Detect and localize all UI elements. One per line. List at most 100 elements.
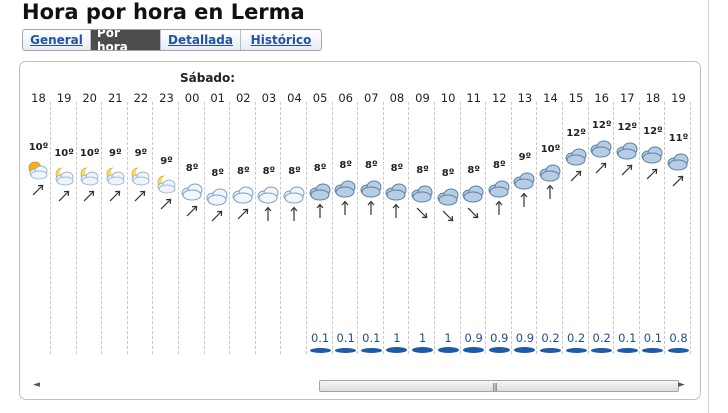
tab-general[interactable]: General (23, 30, 91, 50)
arrow-north-icon (367, 200, 375, 215)
tab-detallada[interactable]: Detallada (161, 30, 241, 50)
precipitation-value: 0.1 (643, 331, 663, 345)
arrow-northeast-icon (595, 162, 607, 174)
hour-column: 09 8º 1 (410, 62, 435, 362)
hour-label: 15 (568, 91, 584, 105)
hour-column: 13 9º 0.9 (512, 62, 538, 362)
hour-column: 16 12º 0.2 (589, 62, 615, 362)
moon-cloud-icon (157, 175, 176, 194)
scroll-right-arrow-icon[interactable]: ► (678, 380, 685, 390)
column-divider (280, 102, 282, 354)
precipitation-value: 1 (418, 331, 427, 345)
horizontal-scrollbar[interactable]: ◄ ||| ► (29, 379, 691, 393)
arrow-northeast-icon (237, 208, 249, 220)
temperature-value: 8º (339, 160, 352, 171)
hour-label: 22 (133, 91, 149, 105)
hour-column: 03 8º (256, 62, 282, 362)
cloud-icon (181, 183, 203, 201)
arrow-north-icon (316, 203, 324, 218)
arrow-northeast-icon (58, 190, 69, 202)
arrow-northeast-icon (647, 168, 658, 180)
overcast-icon (462, 185, 484, 203)
grip-icon: ||| (492, 382, 498, 391)
moon-cloud-icon (106, 167, 125, 186)
precipitation-bar (360, 348, 382, 353)
hour-label: 11 (466, 91, 481, 105)
overcast-icon (488, 180, 510, 198)
hour-column: 08 8º 1 (384, 62, 410, 362)
arrow-northeast-icon (109, 190, 121, 202)
column-divider (152, 102, 154, 354)
hour-column: 05 8º 0.1 (308, 62, 333, 362)
precipitation-value: 0.1 (336, 331, 355, 345)
precipitation-value: 0.2 (566, 331, 586, 345)
column-divider (178, 102, 179, 354)
overcast-icon (641, 146, 663, 164)
hour-label: 16 (594, 91, 609, 105)
arrow-southeast-icon (442, 210, 453, 222)
hour-column: 19 10º (52, 62, 77, 362)
hour-column: 22 9º (128, 62, 154, 362)
column-divider (101, 102, 103, 354)
scrollbar-thumb[interactable]: ||| (319, 380, 679, 392)
temperature-value: 8º (441, 168, 455, 179)
overcast-icon (539, 164, 561, 182)
temperature-value: 9º (134, 148, 148, 159)
arrow-north-icon (520, 192, 528, 207)
cloud-icon (232, 186, 254, 204)
temperature-value: 8º (236, 166, 250, 177)
column-divider (408, 102, 410, 354)
tab-historico[interactable]: Histórico (250, 33, 312, 47)
overcast-icon (616, 142, 638, 160)
hour-column: 14 10º 0.2 (538, 62, 563, 362)
hour-label: 14 (543, 91, 558, 105)
precipitation-value: 0.1 (362, 331, 381, 345)
moon-cloud-icon (131, 167, 150, 186)
hour-label: 21 (107, 91, 123, 105)
column-divider (75, 102, 77, 354)
hour-label: 12 (491, 91, 507, 105)
arrow-north-icon (546, 184, 554, 199)
temperature-value: 8º (492, 160, 506, 171)
precipitation-bar (335, 348, 357, 353)
column-divider (587, 102, 589, 354)
hour-label: 10 (440, 91, 456, 105)
precipitation-value: 1 (393, 331, 401, 345)
tab-por-hora[interactable]: Por hora (91, 30, 161, 50)
temperature-value: 8º (288, 166, 301, 177)
hour-column: 19 11º 0.8 (666, 62, 691, 362)
temperature-value: 12º (591, 120, 612, 131)
column-divider (664, 102, 666, 354)
precipitation-bar (591, 348, 613, 353)
hour-column: 18 10º (26, 62, 51, 362)
hour-column: 10 8º 1 (436, 62, 461, 362)
temperature-value: 9º (518, 152, 532, 163)
overcast-icon (565, 148, 587, 166)
hour-column: 04 8º (282, 62, 307, 362)
arrow-north-icon (495, 200, 503, 215)
hour-label: 07 (363, 91, 379, 105)
arrow-northeast-icon (211, 210, 223, 222)
overcast-icon (437, 188, 459, 206)
hour-column: 07 8º 0.1 (359, 62, 384, 362)
arrow-northeast-icon (672, 175, 684, 187)
cloud-icon (257, 186, 279, 204)
precipitation-value: 0.8 (669, 331, 688, 345)
column-divider (331, 102, 333, 354)
overcast-icon (667, 153, 689, 171)
column-divider (229, 102, 231, 354)
hour-label: 23 (159, 91, 174, 105)
column-divider (126, 102, 128, 354)
arrow-north-icon (264, 206, 272, 221)
arrow-northeast-icon (186, 205, 197, 217)
precipitation-bar (540, 348, 561, 353)
hour-column: 12 8º 0.9 (487, 62, 512, 362)
column-divider (459, 102, 461, 354)
hour-label: 04 (287, 91, 302, 105)
scroll-left-arrow-icon[interactable]: ◄ (33, 380, 40, 390)
overcast-icon (360, 180, 382, 198)
precipitation-value: 0.2 (541, 331, 560, 345)
temperature-value: 8º (390, 163, 404, 174)
precipitation-bar (616, 348, 638, 353)
precipitation-bar (642, 348, 664, 353)
